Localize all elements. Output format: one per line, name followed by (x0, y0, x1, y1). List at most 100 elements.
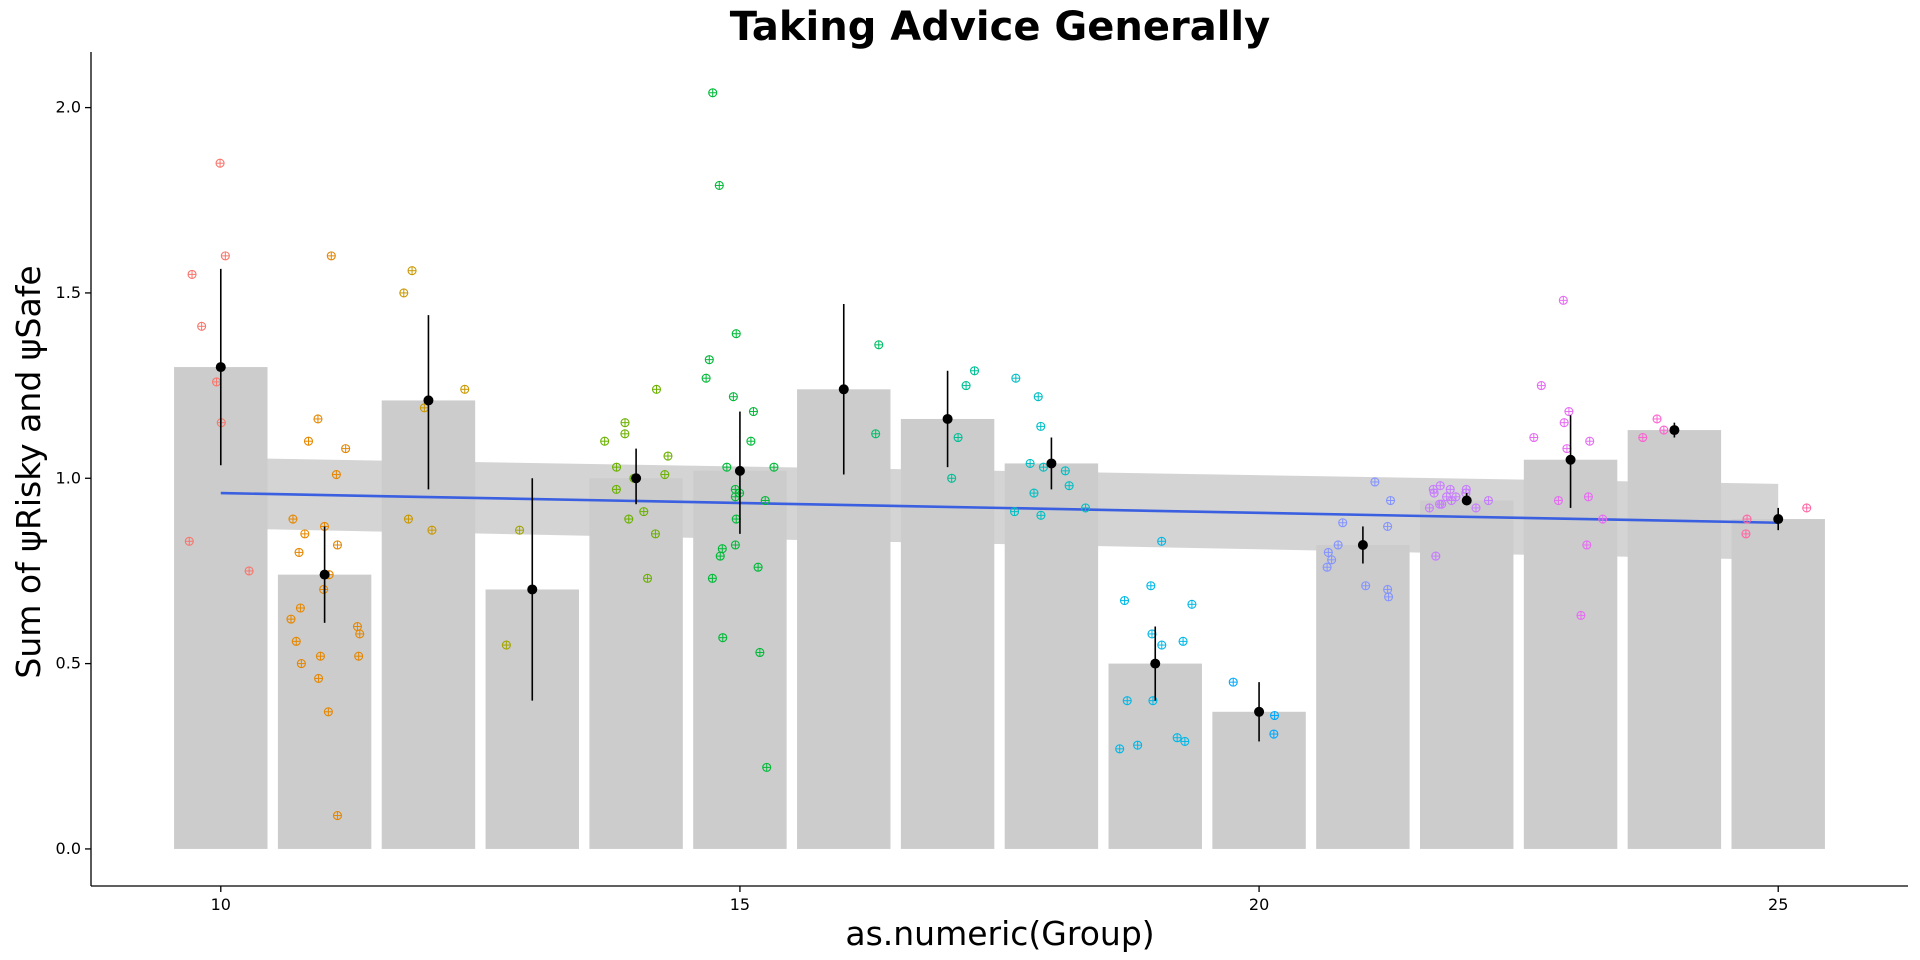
x-tick-label: 20 (1249, 895, 1269, 914)
data-point (332, 811, 343, 821)
data-point (1361, 581, 1371, 591)
x-tick-label: 25 (1768, 895, 1788, 914)
data-point (1445, 484, 1455, 494)
mean-point (319, 569, 330, 580)
data-point (1741, 529, 1751, 539)
data-point (753, 562, 763, 572)
data-point (515, 525, 525, 535)
data-point (746, 436, 756, 446)
data-point (303, 436, 314, 446)
data-point (1585, 436, 1595, 446)
data-point (1559, 418, 1569, 428)
data-point (961, 381, 971, 391)
bar-layer (174, 367, 1825, 849)
data-point (288, 514, 298, 524)
data-point (1370, 477, 1380, 487)
data-point (704, 355, 714, 365)
data-point (760, 495, 770, 506)
data-point (399, 288, 409, 298)
data-point (769, 462, 779, 472)
data-point (300, 529, 310, 539)
data-point (708, 88, 718, 98)
data-point (1180, 736, 1190, 746)
data-point (1060, 466, 1070, 476)
data-point (332, 540, 343, 550)
data-point (1036, 510, 1046, 520)
data-point (1157, 640, 1167, 650)
mean-point (423, 395, 434, 406)
data-point (501, 640, 511, 650)
data-point (620, 429, 630, 439)
data-point (1080, 503, 1091, 513)
data-point (319, 584, 329, 595)
data-point (1187, 599, 1197, 609)
data-point (715, 551, 725, 561)
data-point (296, 659, 306, 669)
data-point (947, 473, 957, 483)
data-point (295, 603, 305, 613)
mean-point (734, 465, 745, 476)
data-point (315, 651, 325, 661)
data-point (1435, 481, 1445, 491)
data-point (1338, 518, 1348, 528)
data-point (326, 251, 336, 261)
trend-layer (220, 491, 1779, 525)
mean-point (1461, 495, 1472, 506)
data-point (1471, 503, 1481, 513)
mean-point (838, 384, 849, 395)
data-point (731, 329, 741, 339)
data-point (1119, 596, 1130, 606)
data-point (1146, 581, 1156, 591)
data-point (1564, 406, 1574, 417)
mean-point (1254, 706, 1265, 717)
data-point (1553, 495, 1563, 506)
data-point (624, 514, 634, 524)
data-point (323, 707, 333, 717)
data-point (650, 529, 661, 539)
data-point (701, 373, 711, 383)
data-point (1115, 744, 1125, 754)
bar-group-25 (1731, 519, 1825, 849)
trend-line (220, 491, 1779, 525)
x-tick-label: 10 (211, 895, 231, 914)
data-point (1562, 444, 1572, 454)
data-point (651, 384, 662, 394)
data-point (1383, 584, 1393, 595)
mean-point (1565, 454, 1576, 465)
data-point (1322, 562, 1332, 572)
data-point (341, 444, 351, 454)
y-tick-label: 1.0 (56, 468, 81, 487)
data-point (611, 484, 621, 494)
data-point (1270, 710, 1280, 721)
data-point (313, 414, 323, 424)
y-tick-label: 2.0 (56, 98, 81, 117)
data-point (211, 377, 222, 387)
y-axis-label: Sum of ψRisky and ψSafe (9, 265, 48, 678)
data-point (197, 321, 207, 331)
mean-point (1669, 425, 1680, 436)
data-point (1133, 740, 1143, 750)
data-point (1424, 503, 1434, 513)
data-point (1010, 507, 1020, 517)
data-point (1038, 462, 1049, 472)
data-point (1383, 521, 1393, 532)
mean-layer (215, 268, 1784, 742)
data-point (620, 418, 630, 428)
data-point (352, 621, 362, 632)
data-point (728, 392, 738, 402)
data-point (755, 647, 765, 658)
tick-layer: 10 15 20 25 0.0 0.5 1.0 1.5 2.0 (56, 98, 1789, 914)
data-point (220, 251, 230, 261)
data-point (600, 436, 610, 446)
chart-title: Taking Advice Generally (730, 4, 1270, 50)
data-point (1742, 514, 1752, 524)
bar-group-14 (589, 478, 683, 849)
data-point (1384, 592, 1394, 602)
data-point (1025, 458, 1035, 468)
data-point (1429, 488, 1439, 498)
data-point (1483, 495, 1493, 506)
data-point (1033, 392, 1043, 402)
data-point (722, 462, 732, 472)
bar-group-23 (1523, 459, 1618, 849)
data-point (355, 629, 365, 639)
